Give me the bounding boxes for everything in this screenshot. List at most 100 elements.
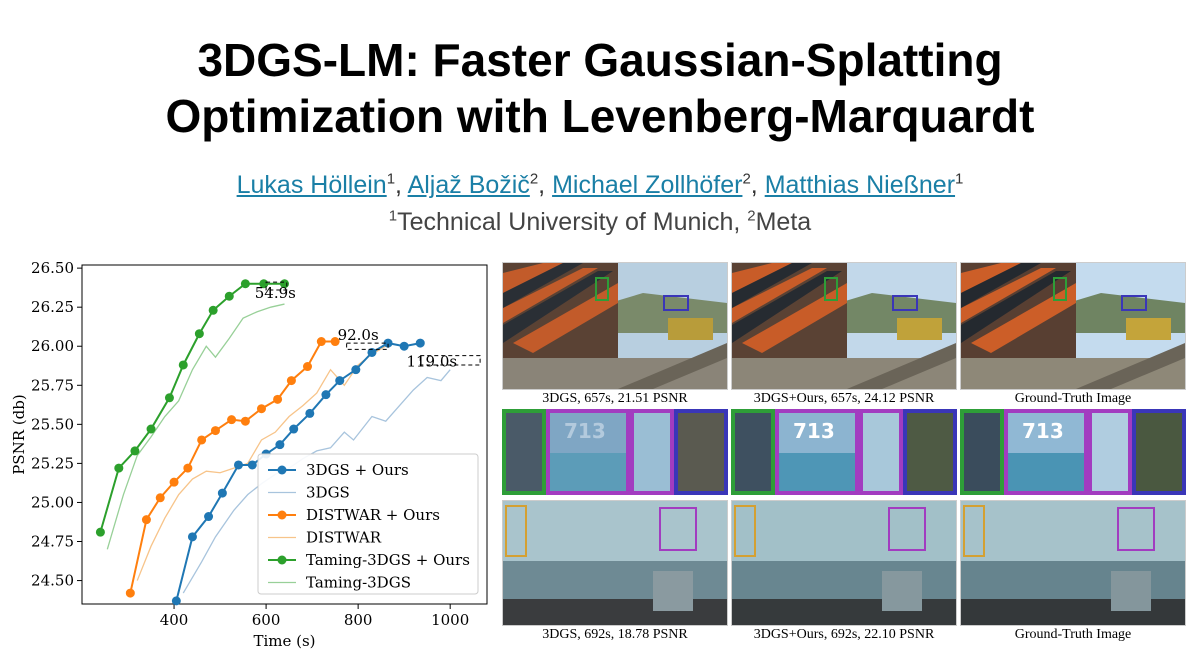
crop-green-ours (731, 409, 775, 495)
data-point (303, 362, 313, 372)
data-point (330, 337, 340, 347)
crop-marker-orange (734, 505, 756, 557)
render-3dgs-692s (502, 500, 728, 626)
data-point (208, 305, 218, 315)
affiliation-meta: Meta (755, 208, 812, 236)
affiliation-number: 1 (388, 207, 398, 225)
title-line-1: 3DGS-LM: Faster Gaussian-Splatting (197, 34, 1003, 86)
x-tick-label: 1000 (431, 611, 469, 629)
crop-marker-blue (1121, 295, 1147, 311)
author-affiliation: 1 (955, 170, 964, 188)
data-point (227, 415, 237, 425)
data-point (183, 463, 193, 473)
author-separator: , (538, 171, 553, 199)
crop-marker-green (595, 277, 609, 301)
data-point (275, 440, 285, 450)
data-point (316, 337, 326, 347)
data-point (256, 404, 266, 414)
data-point (197, 435, 207, 445)
render-3dgs-ours-692s (731, 500, 957, 626)
crop-blue-ours (903, 409, 957, 495)
affiliation-tum: Technical University of Munich, (397, 208, 748, 236)
y-tick-label: 26.00 (31, 337, 74, 355)
crop-marker-green (1053, 277, 1067, 301)
crop-purple-gt-right (1088, 409, 1132, 495)
data-point (273, 394, 283, 404)
time-gap-marker (265, 281, 288, 291)
crop-number-text: 713 (564, 419, 606, 443)
caption-3dgs-692s: 3DGS, 692s, 18.78 PSNR (542, 627, 688, 642)
data-point (259, 279, 269, 289)
series-line-3dgs (182, 369, 451, 594)
legend-marker (277, 510, 287, 520)
x-tick-label: 400 (160, 611, 189, 629)
author-affiliation: 1 (386, 170, 396, 188)
legend-label: Taming-3DGS + Ours (306, 551, 470, 569)
data-point (95, 527, 105, 537)
crop-marker-blue (663, 295, 689, 311)
x-tick-label: 600 (252, 611, 281, 629)
legend-label: 3DGS + Ours (306, 461, 409, 479)
caption-3dgs-ours-657s: 3DGS+Ours, 657s, 24.12 PSNR (753, 391, 935, 406)
crop-marker-purple (659, 507, 697, 551)
series-line-taming-3dgs (106, 303, 285, 550)
data-point (321, 390, 331, 400)
time-gap-label: 92.0s (338, 326, 379, 344)
data-point (187, 532, 197, 542)
data-point (178, 360, 188, 370)
y-tick-label: 26.25 (31, 298, 74, 316)
chart-legend (257, 453, 479, 595)
crop-purple-ours: 713 (775, 409, 859, 495)
crop-marker-blue (892, 295, 918, 311)
data-point (383, 338, 393, 348)
crop-marker-purple (1117, 507, 1155, 551)
data-point (217, 488, 227, 498)
caption-3dgs-657s: 3DGS, 657s, 21.51 PSNR (542, 391, 688, 406)
ground-truth-image-1 (960, 262, 1186, 390)
author-link-zollhoefer[interactable]: Michael Zollhöfer (552, 171, 743, 199)
data-point (141, 515, 151, 525)
y-axis-label: PSNR (db) (10, 394, 28, 474)
author-list: Lukas Höllein1, Aljaž Božič2, Michael Zo… (0, 168, 1200, 202)
author-link-niessner[interactable]: Matthias Nießner (764, 171, 956, 199)
series-line-distwar (136, 345, 387, 581)
y-tick-label: 25.75 (31, 376, 74, 394)
title-line-2: Optimization with Levenberg-Marquardt (165, 90, 1035, 142)
data-point (289, 424, 299, 434)
data-point (335, 376, 345, 386)
crop-number-text: 713 (793, 419, 835, 443)
ground-truth-image-2 (960, 500, 1186, 626)
data-point (155, 493, 165, 503)
legend-label: 3DGS (306, 484, 350, 502)
data-point (399, 341, 409, 351)
y-tick-label: 26.50 (31, 259, 74, 277)
crops-ground-truth: 713 (960, 409, 1186, 495)
data-point (367, 347, 377, 357)
data-point (210, 426, 220, 436)
caption-3dgs-ours-692s: 3DGS+Ours, 692s, 22.10 PSNR (753, 627, 935, 642)
x-axis-label: Time (s) (253, 632, 315, 650)
time-gap-marker (419, 355, 481, 366)
data-point (305, 408, 315, 418)
x-tick-label: 800 (344, 611, 373, 629)
caption-ground-truth-1: Ground-Truth Image (1014, 391, 1132, 406)
crop-green-3dgs (502, 409, 546, 495)
time-gap-label: 54.9s (255, 284, 296, 302)
y-tick-label: 25.25 (31, 454, 74, 472)
data-point (286, 376, 296, 386)
author-link-bozic[interactable]: Aljaž Božič (407, 171, 530, 199)
plot-frame (81, 264, 488, 605)
data-point (169, 477, 179, 487)
y-tick-label: 25.50 (31, 415, 74, 433)
data-point (130, 446, 140, 456)
paper-title: 3DGS-LM: Faster Gaussian-Splatting Optim… (0, 32, 1200, 144)
data-point (351, 365, 361, 375)
legend-label: DISTWAR + Ours (306, 506, 440, 524)
data-point (125, 588, 135, 598)
crop-green-gt (960, 409, 1004, 495)
crop-purple-ours-right (859, 409, 903, 495)
caption-ground-truth-2: Ground-Truth Image (1014, 627, 1132, 642)
data-point (171, 596, 181, 606)
author-link-hollein[interactable]: Lukas Höllein (236, 171, 387, 199)
crop-number-text: 713 (1022, 419, 1064, 443)
